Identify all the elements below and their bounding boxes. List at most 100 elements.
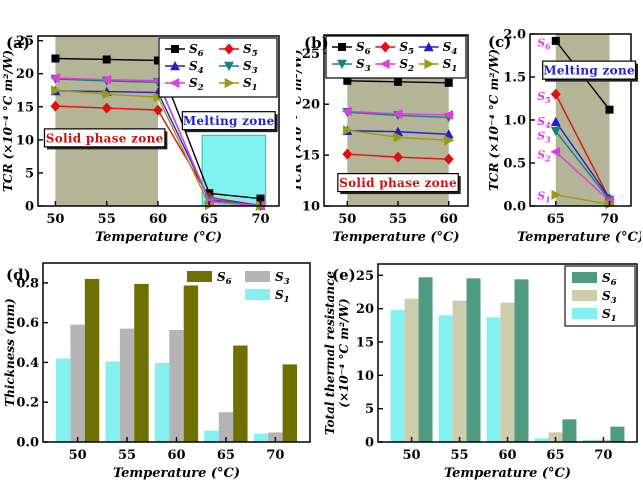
square-marker-icon xyxy=(171,45,179,53)
bar xyxy=(418,277,433,442)
diamond-marker-icon xyxy=(101,102,112,114)
y-tick-label: 5 xyxy=(25,166,34,181)
bar xyxy=(218,412,234,442)
triangle-up-marker-icon xyxy=(443,129,454,139)
annotation-text: Solid phase zone xyxy=(339,176,457,190)
y-axis: 0 5 10 15 20 25 xyxy=(16,34,43,215)
triangle-right-marker-icon xyxy=(224,78,235,88)
bar xyxy=(514,279,529,442)
triangle-left-marker-icon xyxy=(341,106,352,117)
bar xyxy=(204,430,219,442)
diamond-marker-icon xyxy=(550,88,561,100)
y-axis-label: Thickness (mm) xyxy=(3,298,17,407)
bar xyxy=(582,440,597,442)
panel-a: 50 55 60 65 70 0 5 10 15 20 25 Temperature (°C) TCR … xyxy=(2,34,280,245)
bar xyxy=(438,315,453,442)
y-axis: 0.0 0.2 0.4 0.6 0.8 xyxy=(16,276,48,451)
y-tick-label: 2.0 xyxy=(503,28,526,43)
square-marker-icon xyxy=(343,76,352,85)
y-tick-label: 0.0 xyxy=(16,436,39,451)
annotation-melting-zone: Melting zone xyxy=(542,60,638,82)
triangle-right-marker-icon xyxy=(102,89,113,100)
bar xyxy=(105,361,120,442)
legend-label-S1: S1 xyxy=(602,307,617,324)
legend-label-S1: S1 xyxy=(275,288,290,305)
panel-c: 65 70 0.0 0.5 1.0 1.5 2.0 Temperature (°C) TCR (… xyxy=(487,28,641,246)
plot-frame xyxy=(323,34,469,207)
annotation-text: Melting zone xyxy=(543,64,635,78)
square-marker-icon xyxy=(605,105,614,114)
triangle-down-marker-icon xyxy=(337,59,347,69)
square-marker-icon xyxy=(338,43,346,51)
panel-label-c: (c) xyxy=(488,33,511,51)
legend-label-S2: S2 xyxy=(399,57,414,74)
x-axis: 50 55 60 xyxy=(338,201,458,227)
legend-label-S4: S4 xyxy=(443,40,458,57)
series-S5 xyxy=(342,148,454,165)
panel-label-b: (b) xyxy=(304,34,329,52)
bar xyxy=(169,330,184,442)
x-tick-label: 50 xyxy=(403,448,421,463)
x-axis: 50 55 60 65 70 xyxy=(46,201,270,227)
x-tick-label: 55 xyxy=(98,212,116,227)
series-tag-S2: S2 xyxy=(537,148,551,163)
annotation-solid-phase-zone: Solid phase zone xyxy=(43,128,168,150)
triangle-left-marker-icon xyxy=(169,78,180,88)
x-tick-label: 65 xyxy=(200,212,218,227)
diamond-marker-icon xyxy=(50,100,61,112)
square-marker-icon xyxy=(551,36,560,45)
x-tick-label: 70 xyxy=(594,448,612,463)
square-marker-icon xyxy=(51,54,60,63)
bar xyxy=(119,328,135,442)
y-tick-label: 15 xyxy=(16,100,34,115)
series-tag-S3: S3 xyxy=(537,129,551,144)
legend-label-S1: S1 xyxy=(243,76,258,93)
legend: S6 S5 S4 S3 S2 S1 xyxy=(325,35,467,79)
triangle-down-marker-icon xyxy=(550,126,561,137)
triangle-left-marker-icon xyxy=(49,73,60,84)
x-tick-label: 55 xyxy=(118,448,136,463)
x-axis-label: Temperature (°C) xyxy=(517,230,641,245)
y-tick-label: 0.5 xyxy=(503,157,526,172)
triangle-right-marker-icon xyxy=(444,135,455,146)
square-marker-icon xyxy=(394,77,403,86)
diamond-marker-icon xyxy=(342,148,353,160)
bar xyxy=(404,298,419,442)
x-tick-label: 60 xyxy=(149,212,167,227)
shaded-zone xyxy=(555,34,610,206)
triangle-right-marker-icon xyxy=(343,125,353,136)
diamond-marker-icon xyxy=(380,41,391,53)
legend-label-S6: S6 xyxy=(189,42,204,59)
triangle-left-marker-icon xyxy=(443,109,454,120)
y-tick-label: 5 xyxy=(365,402,374,417)
series-tag-S4: S4 xyxy=(537,115,550,130)
bar xyxy=(610,426,625,442)
bar-series-S1 xyxy=(390,310,597,442)
y-tick-label: 20 xyxy=(302,98,320,113)
triangle-left-marker-icon xyxy=(101,74,112,85)
annotation-text: Melting zone xyxy=(183,114,275,128)
bar xyxy=(84,278,100,442)
panel-label-e: (e) xyxy=(332,266,356,284)
bar xyxy=(154,363,170,442)
panel-d: 50 55 60 65 70 0.0 0.2 0.4 0.6 0.8 Temperature (°C… xyxy=(3,262,311,481)
y-tick-label: 20 xyxy=(16,67,34,82)
bar-series-S6 xyxy=(84,278,298,442)
square-marker-icon xyxy=(444,78,453,87)
y-axis-label: Total thermal resistance xyxy=(323,271,337,435)
panel-e: 50 55 60 65 70 0 5 10 15 20 25 Temperature (°C) Tota… xyxy=(323,263,638,481)
square-marker-icon xyxy=(256,194,265,203)
series-S1 xyxy=(343,125,455,146)
x-tick-label: 50 xyxy=(46,212,64,227)
square-marker-icon xyxy=(102,55,111,64)
bar xyxy=(183,285,199,442)
legend-label-S6: S6 xyxy=(217,270,232,287)
y-axis: 0.0 0.5 1.0 1.5 2.0 xyxy=(503,28,535,215)
legend-label-S5: S5 xyxy=(399,40,414,57)
y-axis-label: TCR (×10⁻⁴ °C m²/W) xyxy=(296,49,304,191)
y-tick-label: 0.4 xyxy=(16,356,39,371)
x-tick-label: 55 xyxy=(389,212,407,227)
y-tick-label: 25 xyxy=(356,269,374,284)
bar xyxy=(253,433,269,442)
